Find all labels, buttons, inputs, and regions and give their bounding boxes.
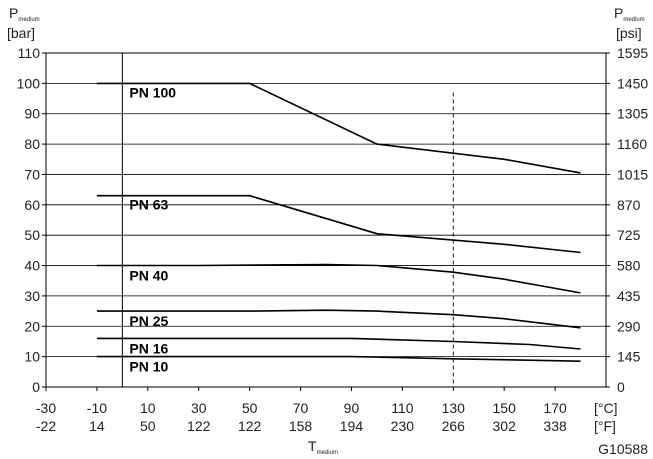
vertical-markers [121,53,454,387]
right-axis-title: Pmedium [614,5,645,23]
left-tick-label-10: 10 [24,349,40,365]
right-tick-label-1305: 1305 [617,106,648,122]
left-tick-label-90: 90 [24,106,40,122]
series-line-pn-25 [96,309,581,329]
x-axis-celsius-unit: [°C] [594,400,618,416]
left-tick-label-70: 70 [24,166,40,182]
series-line-pn-16 [96,337,581,350]
x-tick-celsius--10: -10 [87,400,107,416]
left-tick-label-110: 110 [18,45,41,61]
x-tick-fahrenheit-9: 302 [493,418,517,434]
x-tick-fahrenheit-10: 338 [543,418,567,434]
series-label-pn-25: PN 25 [129,313,168,329]
x-tick-fahrenheit-0: -22 [36,418,56,434]
x-tick-fahrenheit-3: 122 [187,418,211,434]
left-axis-ticks: 0 10 20 30 40 50 60 70 80 90 100 110 [17,45,46,395]
left-axis-unit: [bar] [7,25,35,41]
series-line-pn-10 [96,355,581,362]
figure-code: G10588 [598,441,648,457]
x-axis-title-main: T [308,438,317,454]
x-tick-celsius-70: 70 [293,400,309,416]
right-axis-ticks: 0 145 290 435 580 725 870 1015 1160 1305 1450 1595 [606,45,648,395]
right-tick-label-580: 580 [617,258,641,274]
left-tick-label-30: 30 [24,288,40,304]
series-lines [96,82,581,362]
right-tick-label-145: 145 [617,349,641,365]
right-tick-label-870: 870 [617,197,641,213]
series-line-pn-40 [96,263,581,294]
left-tick-label-0: 0 [32,379,40,395]
left-tick-label-80: 80 [24,136,40,152]
x-tick-celsius-150: 150 [493,400,517,416]
x-tick-celsius-170: 170 [543,400,567,416]
x-axis-title-sub: medium [317,450,338,456]
series-label-pn-100: PN 100 [129,84,176,100]
right-tick-label-1160: 1160 [617,136,647,152]
right-axis-unit: [psi] [616,25,642,41]
left-axis-title-main: P [9,5,18,21]
x-axis-ticks: -30 -22 -10 14 10 50 30 122 50 122 70 158 90 194 110 23… [36,387,567,434]
left-axis-title: Pmedium [9,5,40,23]
x-tick-fahrenheit-2: 50 [140,418,156,434]
x-axis-title: Tmedium [308,438,338,456]
series-label-pn-63: PN 63 [129,197,168,213]
right-tick-label-725: 725 [617,227,641,243]
series-label-pn-40: PN 40 [129,268,168,284]
left-tick-label-60: 60 [24,197,40,213]
x-tick-celsius-30: 30 [191,400,207,416]
x-tick-celsius--30: -30 [36,400,56,416]
x-tick-fahrenheit-8: 266 [442,418,466,434]
series-labels: PN 100 PN 63 PN 40 PN 25 PN 16 PN 10 [129,84,176,374]
left-tick-label-50: 50 [24,227,40,243]
plot-border [45,52,607,388]
left-tick-label-40: 40 [24,258,40,274]
x-axis-fahrenheit-unit: [°F] [594,418,616,434]
right-axis-title-sub: medium [623,17,644,23]
right-tick-label-435: 435 [617,288,641,304]
x-tick-fahrenheit-5: 158 [289,418,313,434]
x-tick-celsius-50: 50 [242,400,258,416]
plot-frame [45,52,607,388]
x-tick-fahrenheit-7: 230 [391,418,415,434]
right-tick-label-1595: 1595 [617,45,648,61]
right-tick-label-290: 290 [617,318,641,334]
series-line-pn-100 [96,82,581,174]
series-line-pn-63 [96,194,581,254]
right-axis-title-main: P [614,5,623,21]
series-label-pn-16: PN 16 [129,340,168,356]
x-tick-celsius-90: 90 [344,400,360,416]
left-axis-title-sub: medium [18,17,39,23]
left-tick-label-20: 20 [24,318,40,334]
x-tick-celsius-110: 110 [391,400,414,416]
right-tick-label-0: 0 [617,379,625,395]
x-tick-fahrenheit-4: 122 [238,418,262,434]
series-label-pn-10: PN 10 [129,359,168,375]
x-tick-celsius-10: 10 [140,400,156,416]
x-tick-celsius-130: 130 [442,400,466,416]
right-tick-label-1450: 1450 [617,75,648,91]
x-tick-fahrenheit-1: 14 [89,418,105,434]
right-tick-label-1015: 1015 [617,166,648,182]
left-tick-label-100: 100 [17,75,41,91]
x-tick-fahrenheit-6: 194 [340,418,364,434]
